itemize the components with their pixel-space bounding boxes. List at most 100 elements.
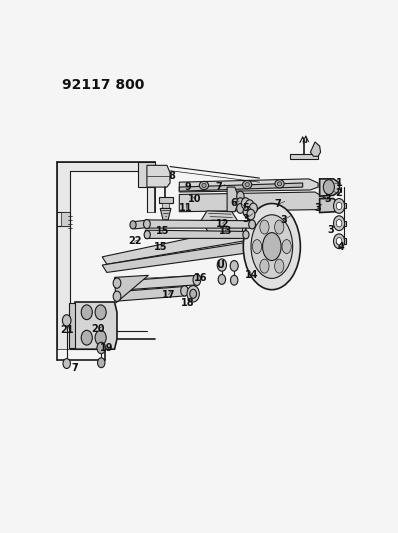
Ellipse shape (243, 231, 249, 239)
Polygon shape (320, 179, 339, 196)
Circle shape (95, 305, 106, 320)
Text: 6: 6 (231, 198, 238, 208)
Ellipse shape (193, 274, 201, 286)
Text: 22: 22 (128, 236, 141, 246)
Polygon shape (135, 220, 145, 229)
Ellipse shape (113, 291, 121, 301)
Circle shape (336, 238, 342, 245)
Text: 92117 800: 92117 800 (62, 78, 144, 92)
Circle shape (249, 203, 258, 214)
Circle shape (243, 206, 251, 217)
Polygon shape (115, 276, 148, 303)
Text: 4: 4 (338, 243, 345, 253)
Ellipse shape (263, 232, 281, 261)
Circle shape (334, 216, 345, 231)
Text: 3: 3 (324, 195, 331, 204)
Circle shape (334, 199, 345, 213)
Circle shape (97, 342, 105, 354)
Polygon shape (138, 163, 154, 187)
Polygon shape (159, 197, 172, 204)
Circle shape (247, 209, 255, 220)
Text: 16: 16 (194, 273, 208, 283)
Circle shape (334, 234, 345, 248)
Polygon shape (201, 211, 242, 238)
Polygon shape (310, 142, 320, 156)
Ellipse shape (113, 278, 121, 288)
Text: 7: 7 (215, 182, 222, 192)
Circle shape (98, 358, 105, 368)
Text: 7: 7 (72, 364, 78, 374)
Polygon shape (227, 187, 238, 212)
Ellipse shape (187, 286, 199, 302)
Polygon shape (60, 212, 70, 226)
Circle shape (81, 330, 92, 345)
Circle shape (230, 261, 238, 271)
Ellipse shape (260, 220, 269, 234)
Polygon shape (102, 243, 250, 272)
Ellipse shape (249, 220, 256, 229)
Ellipse shape (245, 183, 249, 187)
Circle shape (81, 305, 92, 320)
Text: 1: 1 (336, 178, 343, 188)
Polygon shape (145, 220, 253, 228)
Text: 18: 18 (181, 298, 195, 308)
Polygon shape (116, 286, 185, 301)
Ellipse shape (190, 289, 197, 298)
Text: 10: 10 (188, 193, 201, 204)
Polygon shape (320, 199, 339, 213)
Polygon shape (57, 163, 154, 349)
Text: U: U (217, 260, 224, 270)
Circle shape (336, 202, 342, 209)
Ellipse shape (275, 259, 284, 273)
Text: 20: 20 (92, 324, 105, 334)
Text: 15: 15 (156, 227, 169, 237)
Text: 5: 5 (242, 204, 249, 213)
Ellipse shape (277, 182, 282, 186)
Circle shape (230, 276, 238, 285)
Ellipse shape (275, 220, 284, 234)
Circle shape (237, 191, 244, 201)
Ellipse shape (181, 286, 188, 296)
Circle shape (323, 180, 334, 195)
Polygon shape (334, 238, 346, 244)
Circle shape (95, 330, 106, 345)
Polygon shape (73, 302, 117, 349)
Ellipse shape (243, 204, 300, 290)
Ellipse shape (282, 240, 291, 254)
Circle shape (62, 314, 71, 326)
Polygon shape (102, 226, 253, 264)
Ellipse shape (275, 180, 284, 188)
Text: 13: 13 (219, 226, 232, 236)
Circle shape (218, 274, 226, 284)
Text: 7: 7 (275, 199, 281, 209)
Ellipse shape (130, 221, 136, 229)
Text: 3: 3 (315, 204, 322, 213)
Ellipse shape (199, 181, 209, 190)
Ellipse shape (252, 240, 261, 254)
Text: 14: 14 (245, 270, 259, 279)
Text: 17: 17 (162, 289, 175, 300)
Circle shape (63, 359, 70, 368)
Polygon shape (291, 154, 318, 159)
Text: 8: 8 (168, 171, 175, 181)
Polygon shape (334, 204, 346, 208)
Ellipse shape (251, 215, 293, 278)
Text: 19: 19 (100, 343, 113, 353)
Text: 15: 15 (154, 243, 168, 253)
Circle shape (245, 200, 254, 211)
Circle shape (237, 204, 244, 213)
Ellipse shape (202, 183, 206, 188)
Text: 3: 3 (327, 225, 334, 235)
Text: 2: 2 (335, 188, 341, 198)
Ellipse shape (260, 259, 269, 273)
Polygon shape (69, 303, 75, 348)
Polygon shape (116, 276, 198, 290)
Polygon shape (162, 204, 170, 208)
Ellipse shape (144, 220, 150, 229)
Polygon shape (147, 165, 170, 187)
Polygon shape (145, 230, 247, 238)
Text: 11: 11 (179, 204, 193, 213)
Text: 9: 9 (184, 182, 191, 192)
Polygon shape (179, 183, 302, 191)
Circle shape (237, 198, 244, 207)
